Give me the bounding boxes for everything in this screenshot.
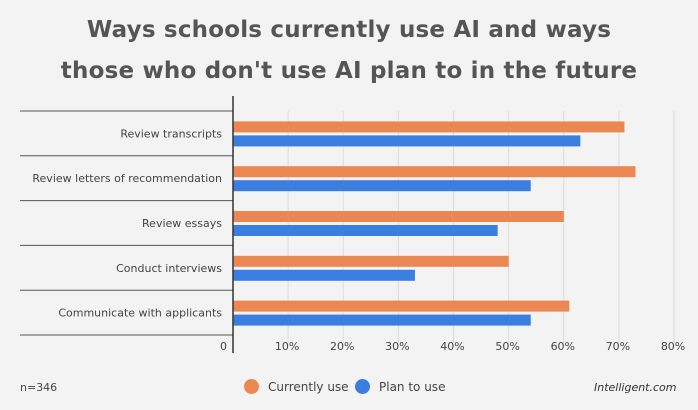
bar-plan-to-use-1 [233, 180, 531, 192]
bar-plan-to-use-4 [233, 314, 531, 326]
category-label: Communicate with applicants [58, 307, 222, 320]
x-tick-label: 60% [551, 340, 575, 353]
bar-currently-use-0 [233, 121, 625, 133]
category-label: Conduct interviews [116, 262, 222, 275]
legend-item-plan-to-use: Plan to use [355, 379, 445, 394]
x-tick-label: 70% [606, 340, 630, 353]
category-label: Review transcripts [120, 127, 222, 140]
bar-currently-use-2 [233, 211, 564, 222]
legend-label-plan-to-use: Plan to use [379, 379, 446, 394]
bar-currently-use-3 [233, 255, 509, 267]
category-label: Review essays [142, 217, 222, 230]
x-tick-label: 80% [661, 340, 685, 353]
legend-item-currently-use: Currently use [244, 379, 349, 394]
brand-label: Intelligent.com [594, 381, 677, 394]
chart-title-line-2: those who don't use AI plan to in the fu… [60, 58, 638, 84]
bar-plan-to-use-3 [233, 269, 415, 281]
chart-title-line-1: Ways schools currently use AI and ways [86, 17, 612, 43]
bar-currently-use-1 [233, 166, 636, 178]
sample-size-note: n=346 [20, 381, 58, 394]
currently-use-swatch [244, 379, 259, 394]
plan-to-use-swatch [355, 379, 370, 394]
legend-label-currently-use: Currently use [268, 379, 349, 394]
bar-plan-to-use-0 [233, 135, 581, 147]
x-tick-label: 10% [275, 340, 299, 353]
bar-currently-use-4 [233, 300, 570, 312]
category-label: Review letters of recommendation [32, 172, 222, 185]
x-tick-label: 50% [495, 340, 519, 353]
x-tick-label: 20% [330, 340, 354, 353]
bar-plan-to-use-2 [233, 225, 498, 236]
x-tick-label: 40% [440, 340, 464, 353]
x-tick-label: 30% [385, 340, 409, 353]
x-tick-label: 0 [220, 340, 227, 353]
